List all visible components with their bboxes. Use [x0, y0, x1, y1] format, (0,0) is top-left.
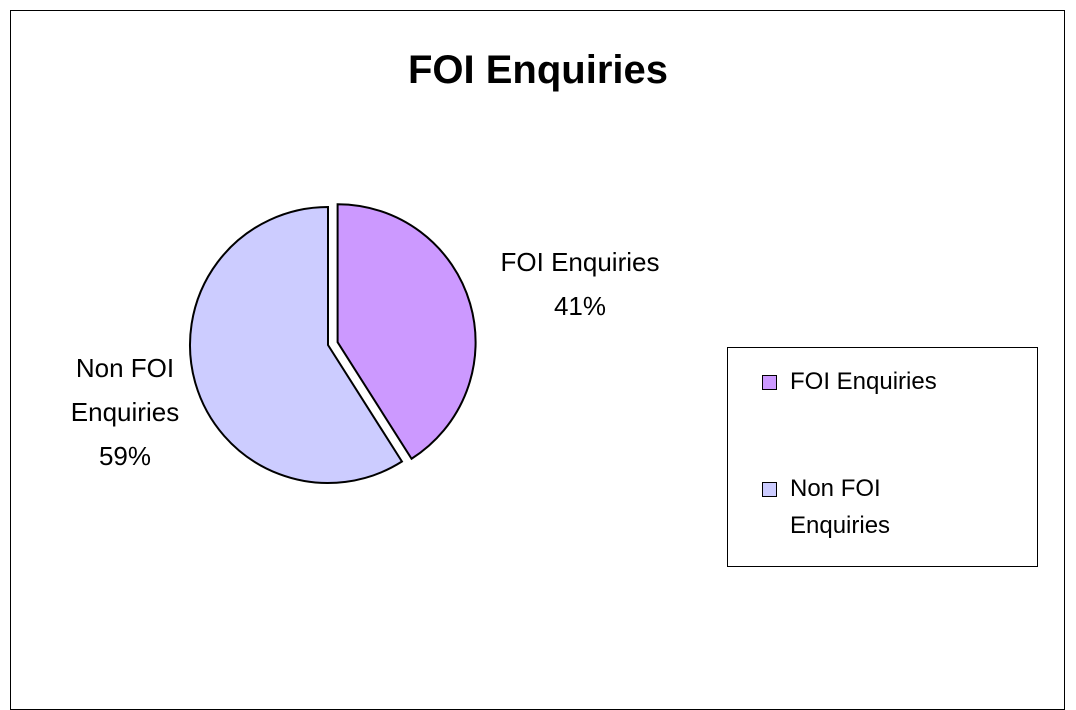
chart-title: FOI Enquiries: [407, 48, 669, 92]
data-label: Non FOI Enquiries 59%: [50, 346, 200, 478]
data-label-value: 59%: [98, 441, 152, 471]
data-label-category: Non FOI Enquiries: [70, 353, 180, 427]
legend-swatch: [762, 375, 777, 390]
legend: FOI Enquiries Non FOI Enquiries: [727, 347, 1038, 567]
pie: [189, 203, 477, 484]
pie-slice: [189, 205, 404, 484]
legend-label: FOI Enquiries: [790, 368, 937, 395]
legend-swatch: [762, 482, 777, 497]
page: FOI Enquiries FOI Enquiries Non FOI Enqui…: [10, 10, 1065, 710]
data-label-category: FOI Enquiries: [500, 247, 660, 277]
legend-label: Non FOI Enquiries: [790, 475, 891, 539]
pie-slice: [336, 203, 477, 461]
data-label-value: 41%: [553, 291, 607, 321]
data-label: FOI Enquiries 41%: [470, 240, 690, 328]
